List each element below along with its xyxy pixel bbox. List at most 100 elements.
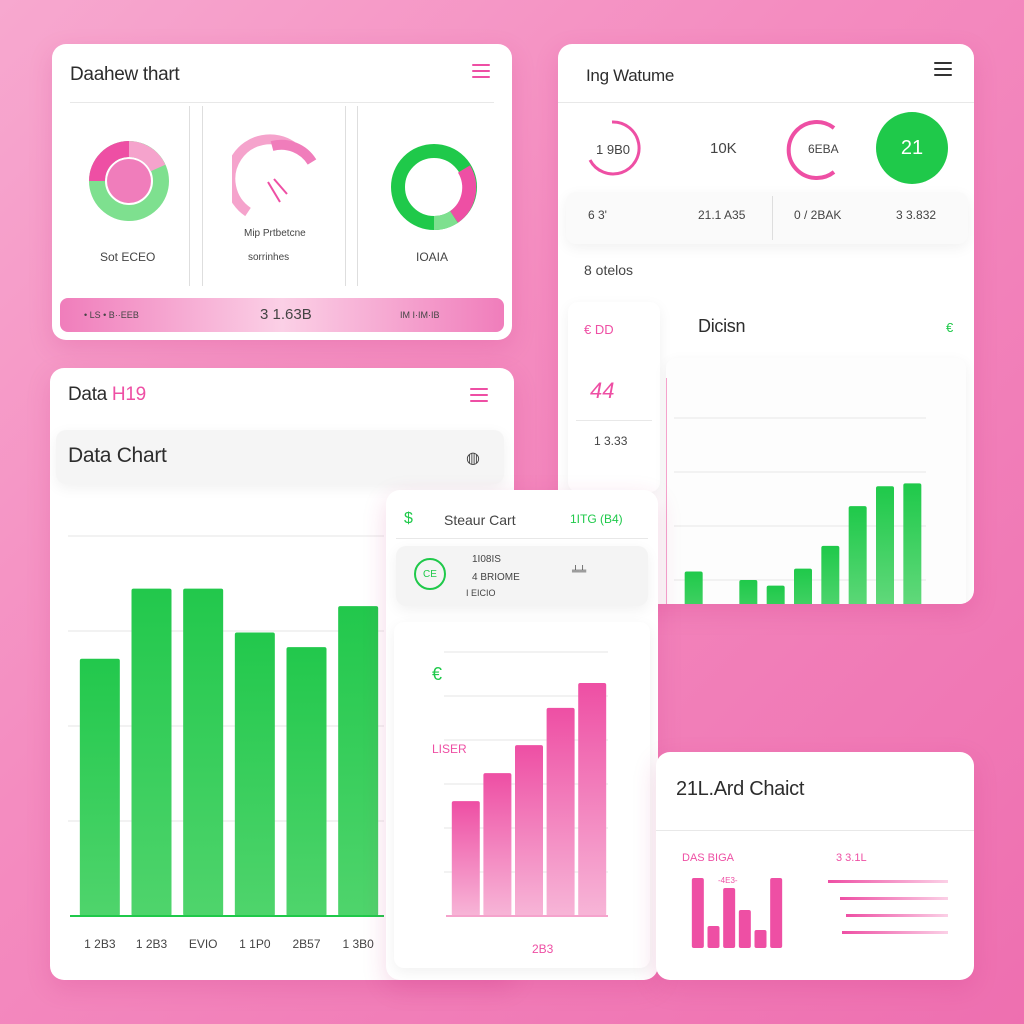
pink-chart-panel: € LISER 2B3 [394, 622, 650, 968]
kpi-row-value: 6 3' [588, 208, 607, 222]
kpi-value: 10K [710, 140, 737, 157]
bar-chart-panel: 13B 1E3 1BB 1B0 1BB 1EB 1E3 1BB 1EB [666, 358, 966, 604]
bar-chart: 1 2B3 1 2B3 EVIO 1 1P0 2B57 1 3B0 [68, 535, 384, 951]
bar-chart: 13B 1E3 1BB 1B0 1BB 1EB 1E3 1BB 1EB [666, 378, 926, 604]
donut-summary-card: Daahew thart Sot ECEO Mip Prtbetcne sorr… [52, 44, 512, 340]
card-title: Steaur Cart [444, 512, 516, 528]
kpi-row-value: 3 3.832 [896, 208, 937, 222]
card-title: Ing Watume [586, 66, 675, 85]
bar-5[interactable] [754, 930, 767, 948]
bar-1[interactable] [691, 878, 704, 948]
kpi-ring-pink [588, 120, 641, 176]
steaur-cart-card: $ Steaur Cart 1ITG (B4) CE 1I08IS 4 BRIO… [386, 490, 658, 980]
chart-title: Data Chart [68, 444, 167, 467]
bar-3[interactable] [723, 888, 736, 948]
mini-sparkline: ╧╧ [572, 566, 587, 577]
chart-sub-label: sorrinhes [248, 252, 290, 263]
side-stat-c: 1 3.33 [594, 434, 628, 448]
bar-3[interactable] [739, 580, 758, 604]
bar-4[interactable] [766, 585, 785, 604]
bar-1[interactable] [79, 658, 120, 916]
dollar-icon[interactable]: $ [404, 510, 413, 527]
footer-bar[interactable]: • LS • B··EEB 3 1.63B IM I·IM·IB [60, 298, 504, 332]
bar-3[interactable] [183, 588, 224, 916]
dollar-icon[interactable]: € [946, 320, 954, 335]
ring-badge-text: CE [423, 568, 437, 580]
menu-icon[interactable] [470, 388, 488, 402]
legend-lines [828, 880, 948, 960]
mini-stat-sub: I EICIO [466, 588, 496, 598]
card-title: 21L.Ard Chaict [676, 778, 805, 800]
chart-label: 3 3.1L [836, 852, 867, 864]
kpi-row-value: 0 / 2BAK [794, 208, 842, 222]
mini-stat: 4 BRIOME [472, 572, 520, 583]
bar-1[interactable] [451, 801, 480, 916]
y-label: LISER [432, 742, 467, 756]
kpi-row-value: 21.1 A35 [698, 208, 746, 222]
bar-6[interactable] [338, 606, 379, 916]
bar-5[interactable] [286, 647, 327, 916]
footer-center: 3 1.63B [260, 306, 312, 323]
footer-left: • LS • B··EEB [84, 310, 139, 320]
chart-label: Mip Prtbetcne [244, 228, 306, 239]
bar-3[interactable] [515, 745, 543, 916]
side-stat-panel: € DD 44 1 3.33 [568, 302, 660, 492]
x-label: 2B3 [532, 942, 554, 956]
card-title: Data H19 [68, 384, 146, 406]
ard-chart-card: 21L.Ard Chaict DAS BIGA -4E3- 3 3.1L [656, 752, 974, 980]
kpi-value: 6EBA [808, 142, 839, 156]
kpi-badge-value: 21 [900, 136, 924, 159]
bar-1[interactable] [684, 571, 703, 604]
bar-5[interactable] [578, 683, 607, 916]
globe-icon[interactable]: ◍ [466, 450, 480, 467]
menu-icon[interactable] [472, 64, 490, 78]
bar-4[interactable] [546, 707, 575, 916]
bar-7[interactable] [848, 506, 867, 604]
bar-5[interactable] [794, 568, 812, 604]
card-title-accent: H19 [111, 384, 146, 405]
euro-icon: € [432, 664, 443, 684]
donut-chart-pink [89, 141, 169, 221]
card-title: Daahew thart [70, 64, 180, 85]
kpi-row: 6 3' 21.1 A35 0 / 2BAK 3 3.832 [566, 192, 968, 244]
bar-2[interactable] [707, 926, 720, 948]
chart-label: Sot ECEO [100, 250, 156, 264]
bar-6[interactable] [770, 878, 783, 948]
kpi-value: 1 9B0 [596, 142, 630, 157]
card-title-right: 1ITG (B4) [570, 512, 623, 526]
bar-9[interactable] [903, 483, 922, 604]
kpi-badge[interactable]: 21 [876, 112, 948, 184]
kpi-ring-pink-large [786, 120, 836, 180]
x-tick-label: 1 3B0 [342, 937, 374, 951]
bar-6[interactable] [821, 545, 840, 604]
bar-2[interactable] [483, 773, 512, 916]
x-tick-label: 1 1P0 [239, 937, 271, 951]
mini-stat: 1I08IS [472, 554, 501, 565]
data-chart-card: Data H19 Data Chart ◍ 1 2B3 1 2B3 EVIO 1 1P… [50, 368, 514, 980]
bar-4[interactable] [738, 910, 751, 948]
side-stat-b: 44 [590, 378, 615, 403]
x-tick-label: 2B57 [292, 937, 320, 951]
x-tick-label: 1 2B3 [84, 937, 116, 951]
bar-4[interactable] [234, 632, 275, 916]
bar-2[interactable] [131, 588, 172, 916]
chart-label: IOAIA [416, 250, 449, 264]
footer-right: IM I·IM·IB [400, 310, 440, 320]
bar-8[interactable] [876, 486, 894, 604]
ring-badge[interactable]: CE [414, 558, 446, 590]
donut-chart-green [391, 144, 477, 231]
card-title-text: Data [68, 384, 107, 405]
x-tick-label: 1 2B3 [136, 937, 168, 951]
section-label: 8 otelos [584, 262, 634, 278]
chart-sub-label: -4E3- [718, 876, 738, 885]
bar-chart [691, 878, 783, 948]
chart-title: Dicisn [698, 316, 746, 336]
mini-stats: CE 1I08IS 4 BRIOME I EICIO ╧╧ [396, 546, 648, 606]
chart-label: DAS BIGA [682, 852, 734, 864]
side-stat-a: € DD [584, 322, 614, 337]
x-tick-label: EVIO [189, 937, 218, 951]
chart-header: Data Chart ◍ [56, 430, 504, 484]
bar-chart [444, 651, 608, 917]
menu-icon[interactable] [934, 62, 952, 76]
gauge-chart [232, 134, 317, 217]
